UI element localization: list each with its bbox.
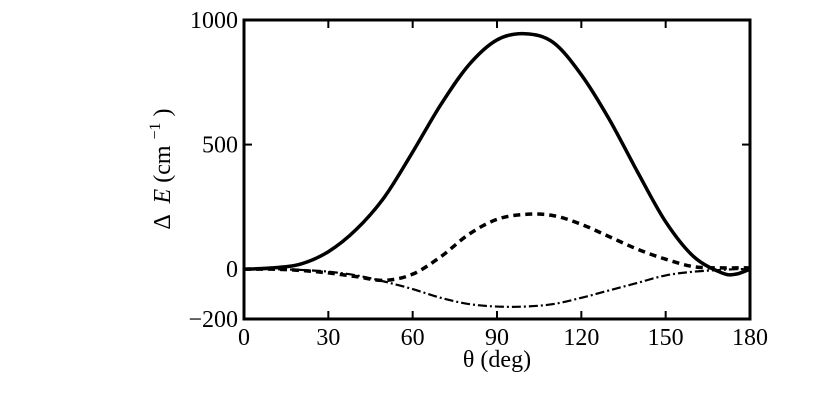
y-axis-label: Δ E (cm −1 ): [140, 108, 176, 229]
series-line-solid: [243, 31, 751, 277]
y-tick-label: −200: [188, 307, 238, 333]
x-axis-label: θ (deg): [463, 347, 531, 373]
y-axis-label-unit-open: (cm: [150, 145, 176, 183]
y-axis-label-delta: Δ: [150, 215, 176, 230]
svg-text:Δ E (cm: Δ E (cm −1 ): [140, 108, 176, 229]
y-tick-label: 500: [202, 133, 238, 159]
x-tick-label: 60: [401, 325, 425, 351]
x-tick-label: 30: [316, 325, 340, 351]
y-axis-label-var: E: [150, 188, 176, 204]
x-tick-label: 120: [563, 325, 599, 351]
x-tick-label: 90: [485, 325, 509, 351]
y-tick-label: 0: [226, 257, 238, 283]
x-tick-label: 180: [732, 325, 768, 351]
y-axis-label-unit-exp: −1: [147, 122, 164, 139]
series-layer: [243, 31, 751, 308]
y-tick-label: 1000: [190, 8, 238, 34]
x-tick-label: 150: [648, 325, 684, 351]
y-axis-label-unit-close: ): [150, 108, 176, 116]
series-line-dashdot: [243, 268, 751, 308]
series-line-dashed: [243, 212, 750, 283]
x-tick-label: 0: [238, 325, 250, 351]
